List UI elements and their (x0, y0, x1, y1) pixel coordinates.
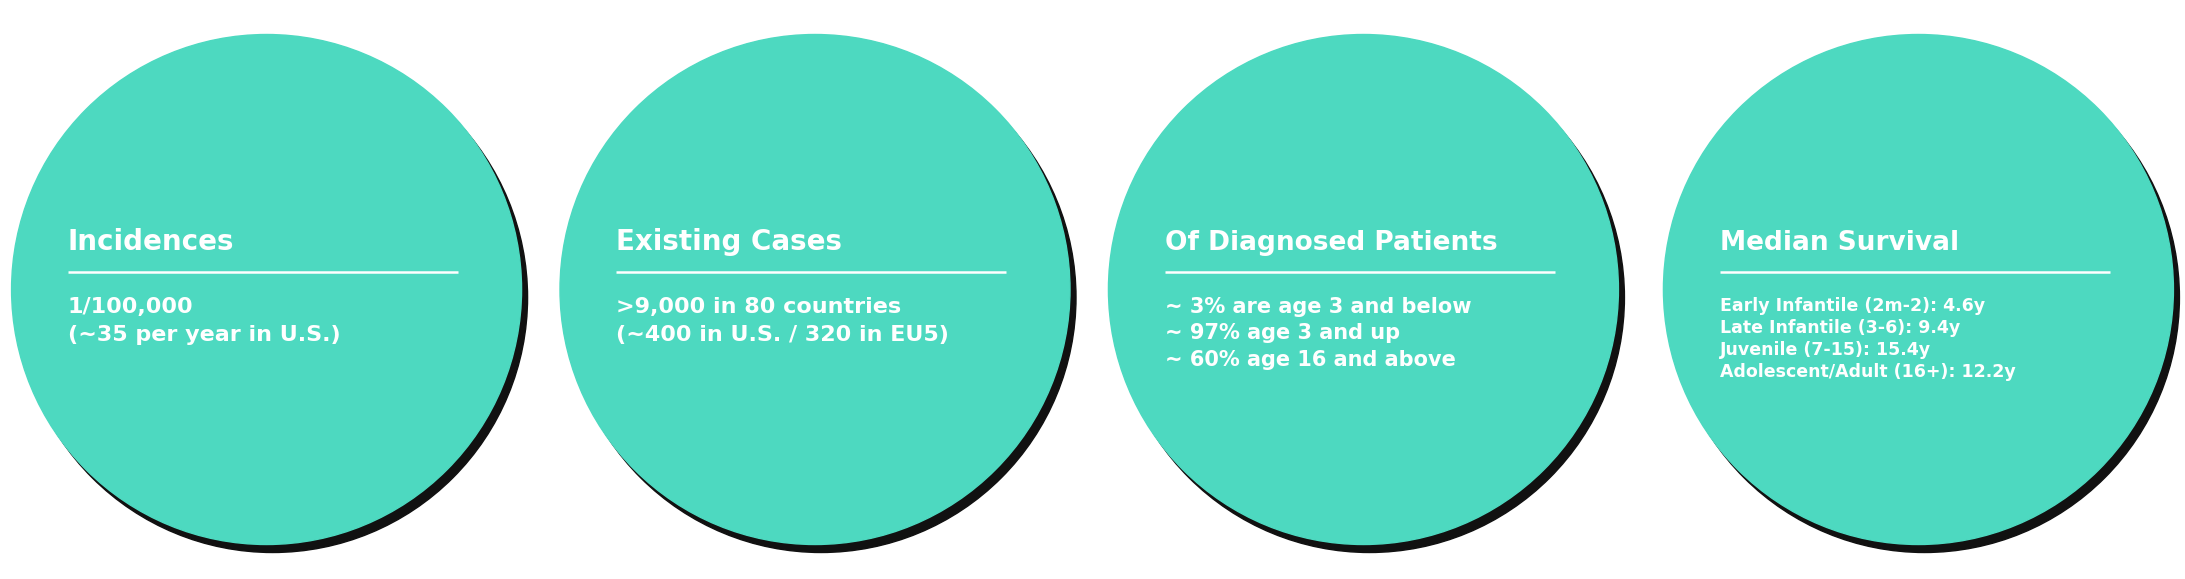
Text: Early Infantile (2m-2): 4.6y: Early Infantile (2m-2): 4.6y (1720, 297, 1984, 315)
Text: ~ 3% are age 3 and below: ~ 3% are age 3 and below (1165, 297, 1471, 317)
Text: Existing Cases: Existing Cases (616, 228, 841, 256)
Text: ~ 97% age 3 and up: ~ 97% age 3 and up (1165, 324, 1401, 343)
Circle shape (1669, 42, 2178, 552)
Text: Juvenile (7-15): 15.4y: Juvenile (7-15): 15.4y (1720, 341, 1932, 359)
Circle shape (1108, 35, 1619, 544)
Circle shape (11, 35, 522, 544)
Circle shape (1663, 35, 2174, 544)
Text: Median Survival: Median Survival (1720, 230, 1958, 256)
Text: Adolescent/Adult (16+): 12.2y: Adolescent/Adult (16+): 12.2y (1720, 363, 2015, 381)
Text: 1/100,000: 1/100,000 (68, 297, 192, 317)
Circle shape (566, 42, 1075, 552)
Text: ~ 60% age 16 and above: ~ 60% age 16 and above (1165, 350, 1455, 369)
Circle shape (1114, 42, 1623, 552)
Text: Incidences: Incidences (68, 228, 234, 256)
Text: Late Infantile (3-6): 9.4y: Late Infantile (3-6): 9.4y (1720, 319, 1960, 337)
Text: Of Diagnosed Patients: Of Diagnosed Patients (1165, 230, 1497, 256)
Text: >9,000 in 80 countries: >9,000 in 80 countries (616, 297, 900, 317)
Circle shape (17, 42, 527, 552)
Text: (~35 per year in U.S.): (~35 per year in U.S.) (68, 325, 341, 345)
Text: (~400 in U.S. / 320 in EU5): (~400 in U.S. / 320 in EU5) (616, 325, 948, 345)
Circle shape (559, 35, 1071, 544)
